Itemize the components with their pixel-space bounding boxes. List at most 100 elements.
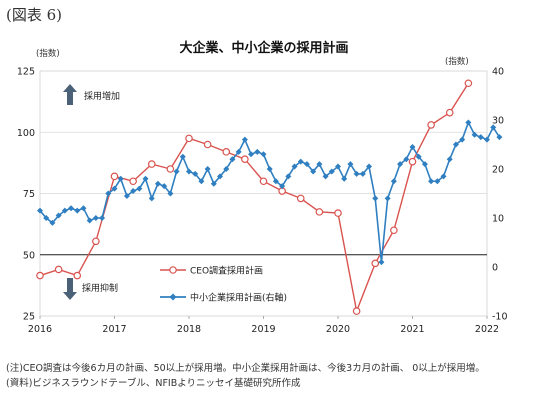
data-point-nfib bbox=[446, 156, 453, 163]
data-point-nfib bbox=[37, 207, 43, 214]
data-point-nfib bbox=[359, 170, 366, 177]
x-tick-label: 2016 bbox=[28, 324, 52, 335]
legend-marker-ceo bbox=[169, 266, 177, 274]
data-point-nfib bbox=[434, 178, 441, 185]
legend: CEO調査採用計画 中小企業採用計画(右軸) bbox=[160, 265, 287, 304]
data-point-nfib bbox=[223, 166, 230, 172]
data-point-ceo bbox=[147, 160, 156, 168]
data-point-nfib bbox=[167, 190, 174, 197]
data-point-nfib bbox=[185, 168, 192, 175]
data-point-nfib bbox=[241, 136, 248, 143]
x-tick-label: 2018 bbox=[177, 324, 201, 335]
left-axis: 25 50 75 100 125 bbox=[17, 67, 35, 323]
source-note: (資料)ビジネスラウンドテーブル、NFIBよりニッセイ基礎研究所作成 bbox=[6, 378, 301, 389]
legend-label-nfib: 中小企業採用計画(右軸) bbox=[190, 292, 287, 304]
data-point-nfib bbox=[235, 148, 242, 155]
data-point-nfib bbox=[173, 168, 180, 175]
x-tick-label: 2019 bbox=[251, 324, 275, 335]
data-point-nfib bbox=[397, 161, 404, 168]
data-point-nfib bbox=[403, 156, 410, 163]
data-point-ceo bbox=[203, 140, 212, 149]
data-point-nfib bbox=[154, 180, 161, 187]
data-point-nfib bbox=[142, 175, 149, 182]
data-point-nfib bbox=[334, 163, 341, 170]
data-point-nfib bbox=[303, 161, 310, 168]
data-point-ceo bbox=[464, 79, 473, 88]
data-point-nfib bbox=[254, 148, 261, 155]
data-point-nfib bbox=[123, 192, 130, 199]
x-tick-label: 2021 bbox=[400, 324, 424, 335]
left-tick-label: 125 bbox=[17, 67, 35, 78]
data-point-nfib bbox=[310, 168, 317, 175]
left-tick-label: 75 bbox=[23, 189, 35, 200]
data-point-ceo bbox=[296, 194, 305, 203]
data-point-ceo bbox=[259, 177, 268, 186]
data-point-ceo bbox=[427, 121, 435, 129]
data-point-nfib bbox=[452, 141, 459, 148]
data-point-nfib bbox=[74, 207, 81, 214]
data-point-ceo bbox=[315, 208, 324, 216]
data-point-nfib bbox=[353, 170, 360, 177]
data-point-ceo bbox=[36, 271, 44, 280]
series-ceo bbox=[36, 79, 473, 315]
data-point-nfib bbox=[297, 158, 304, 165]
data-point-nfib bbox=[322, 173, 329, 180]
data-point-nfib bbox=[490, 124, 497, 131]
chart-title: 大企業、中小企業の採用計画 bbox=[179, 40, 348, 56]
data-point-nfib bbox=[260, 151, 267, 158]
data-point-nfib bbox=[117, 175, 124, 182]
data-point-nfib bbox=[372, 195, 379, 202]
x-axis: 2016 2017 2018 2019 2020 2021 2022 bbox=[28, 316, 499, 335]
data-point-nfib bbox=[111, 185, 118, 192]
data-point-ceo bbox=[352, 307, 361, 315]
data-point-nfib bbox=[80, 205, 87, 212]
up-arrow-icon bbox=[63, 84, 77, 105]
data-point-nfib bbox=[92, 215, 99, 221]
right-tick-label: 10 bbox=[492, 214, 504, 225]
data-point-nfib bbox=[204, 166, 211, 172]
x-tick-label: 2017 bbox=[102, 324, 126, 335]
data-point-nfib bbox=[384, 195, 391, 202]
data-point-nfib bbox=[179, 153, 186, 160]
data-point-nfib bbox=[428, 178, 435, 185]
data-point-ceo bbox=[166, 165, 175, 173]
data-point-nfib bbox=[291, 163, 298, 170]
data-point-nfib bbox=[378, 259, 385, 266]
x-tick-label: 2020 bbox=[326, 324, 350, 335]
left-tick-label: 100 bbox=[17, 128, 35, 139]
data-point-ceo bbox=[222, 148, 231, 156]
left-tick-label: 25 bbox=[23, 312, 35, 323]
data-point-nfib bbox=[341, 175, 348, 182]
right-tick-label: -10 bbox=[492, 312, 508, 323]
right-tick-label: 30 bbox=[492, 116, 504, 127]
right-tick-label: 0 bbox=[492, 263, 498, 274]
series-nfib bbox=[37, 119, 503, 266]
data-point-nfib bbox=[440, 173, 447, 180]
right-axis: -10 0 10 20 30 40 bbox=[492, 67, 508, 323]
left-tick-label: 50 bbox=[23, 250, 35, 261]
data-point-nfib bbox=[328, 168, 335, 175]
figure-label: (図表 6) bbox=[6, 6, 63, 24]
data-point-nfib bbox=[217, 173, 224, 180]
data-point-nfib bbox=[266, 166, 273, 172]
series-line-ceo bbox=[39, 82, 469, 314]
legend-item-nfib: 中小企業採用計画(右軸) bbox=[160, 292, 287, 304]
data-point-ceo bbox=[129, 177, 137, 186]
data-point-nfib bbox=[272, 178, 279, 185]
legend-marker-nfib bbox=[169, 293, 177, 301]
data-point-ceo bbox=[445, 108, 454, 117]
data-point-ceo bbox=[334, 209, 342, 217]
data-point-ceo bbox=[408, 157, 417, 166]
data-point-nfib bbox=[390, 178, 397, 185]
data-point-nfib bbox=[192, 170, 199, 177]
data-point-nfib bbox=[459, 136, 466, 143]
footnote: (注)CEO調査は今後6カ月の計画、50以上が採用増。中小企業採用計画は、今後3… bbox=[6, 363, 485, 374]
data-point-nfib bbox=[366, 163, 373, 170]
left-axis-unit: (指数) bbox=[36, 48, 60, 59]
data-point-nfib bbox=[99, 215, 106, 221]
up-arrow-annotation: 採用増加 bbox=[63, 84, 120, 105]
data-point-nfib bbox=[248, 151, 255, 158]
data-point-nfib bbox=[409, 143, 416, 150]
data-point-nfib bbox=[43, 215, 50, 221]
